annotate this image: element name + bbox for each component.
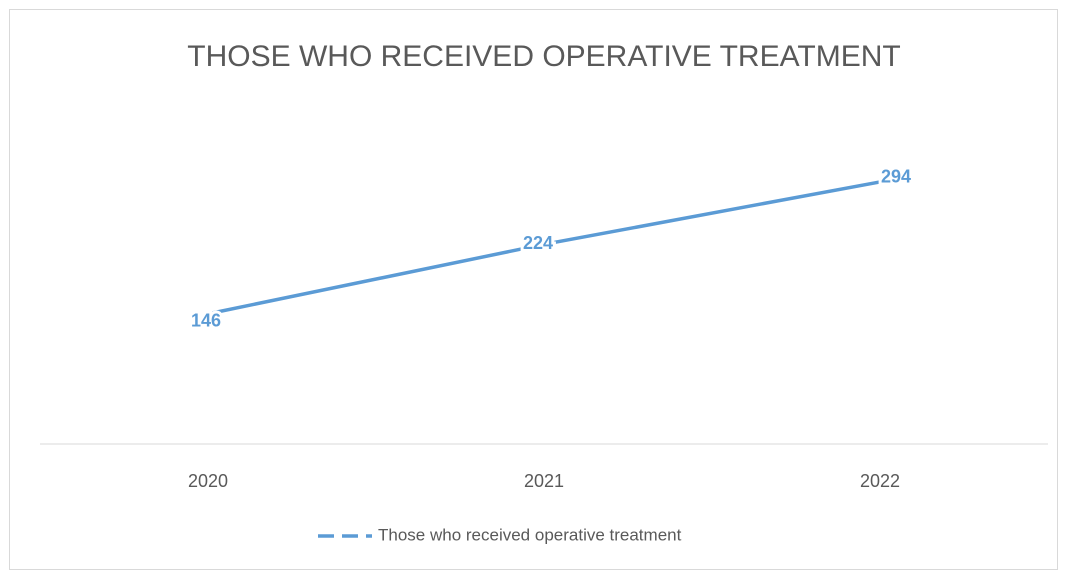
x-tick-label: 2021 (524, 471, 564, 491)
x-tick-label: 2022 (860, 471, 900, 491)
data-label: 146 (191, 311, 221, 331)
data-label: 224 (523, 233, 553, 253)
chart-title: THOSE WHO RECEIVED OPERATIVE TREATMENT (187, 40, 900, 73)
legend-label: Those who received operative treatment (378, 525, 682, 544)
series-line (206, 180, 882, 316)
x-tick-label: 2020 (188, 471, 228, 491)
data-label: 294 (881, 167, 911, 187)
chart-border (9, 9, 1058, 570)
